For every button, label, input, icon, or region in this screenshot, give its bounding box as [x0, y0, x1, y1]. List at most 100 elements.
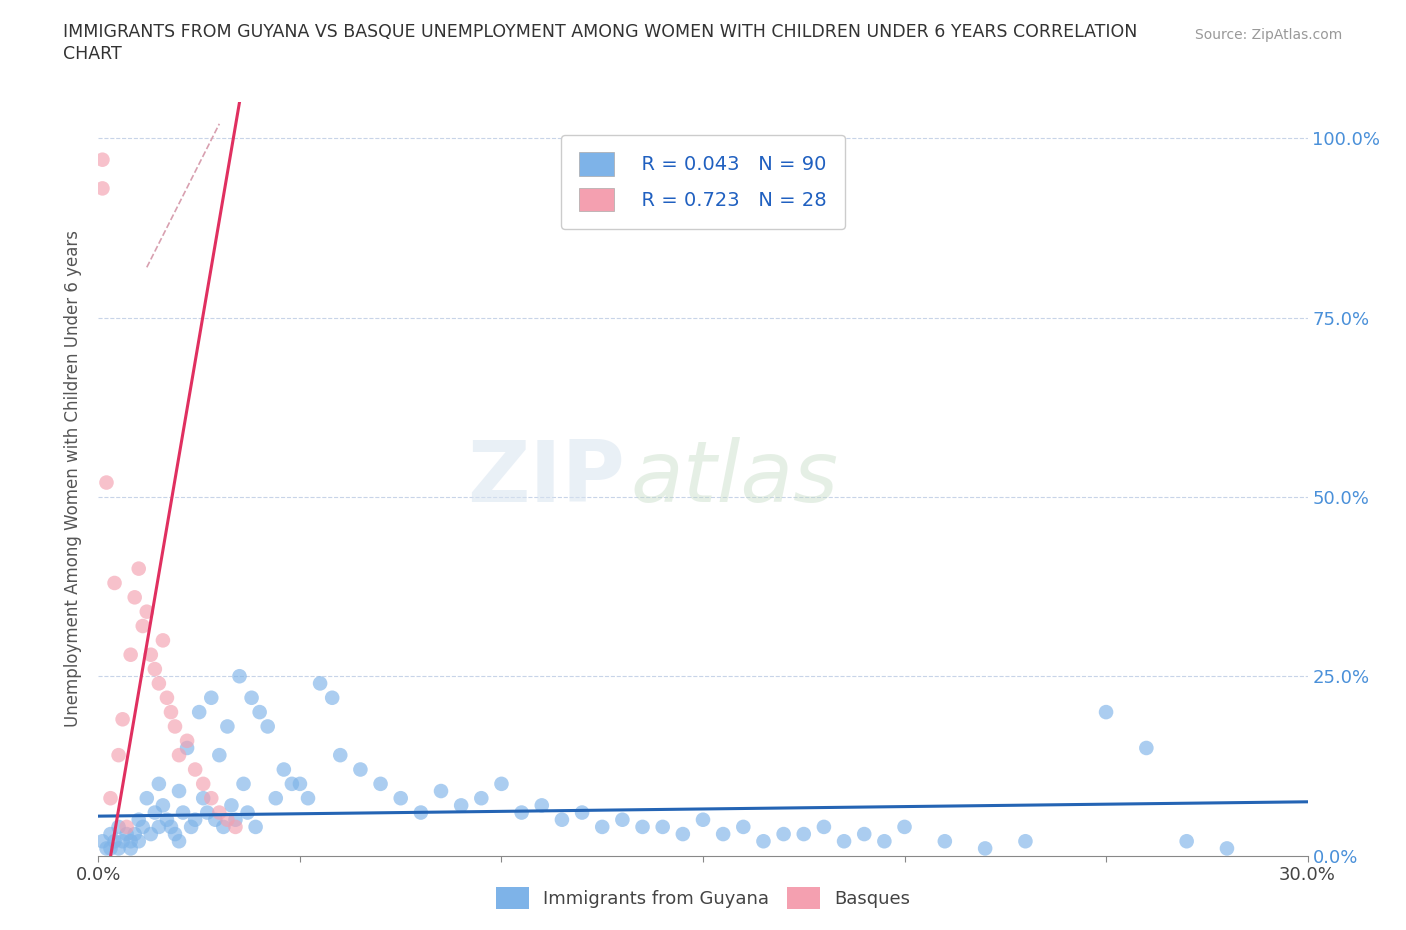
Point	[148, 819, 170, 834]
Point	[120, 647, 142, 662]
Point	[139, 647, 162, 662]
Point	[430, 784, 453, 799]
Point	[631, 819, 654, 834]
Point	[160, 819, 183, 834]
Point	[208, 748, 231, 763]
Point	[111, 711, 134, 726]
Point	[873, 834, 896, 849]
Point	[264, 790, 287, 805]
Point	[1014, 834, 1036, 849]
Point	[853, 827, 876, 842]
Point	[349, 762, 371, 777]
Point	[156, 812, 179, 827]
Point	[297, 790, 319, 805]
Point	[167, 784, 190, 799]
Point	[470, 790, 492, 805]
Point	[143, 661, 166, 676]
Text: Source: ZipAtlas.com: Source: ZipAtlas.com	[1195, 28, 1343, 42]
Text: CHART: CHART	[63, 45, 122, 62]
Point	[120, 841, 142, 856]
Point	[135, 604, 157, 619]
Point	[530, 798, 553, 813]
Point	[115, 819, 138, 834]
Point	[111, 834, 134, 849]
Point	[107, 841, 129, 856]
Point	[208, 805, 231, 820]
Point	[100, 827, 122, 842]
Point	[193, 790, 215, 805]
Point	[813, 819, 835, 834]
Point	[176, 740, 198, 755]
Point	[1216, 841, 1239, 856]
Point	[193, 777, 215, 791]
Point	[221, 798, 243, 813]
Point	[224, 819, 246, 834]
Legend:   R = 0.043   N = 90,   R = 0.723   N = 28: R = 0.043 N = 90, R = 0.723 N = 28	[561, 135, 845, 229]
Point	[551, 812, 574, 827]
Point	[91, 834, 114, 849]
Point	[232, 777, 254, 791]
Point	[1095, 705, 1118, 720]
Point	[124, 827, 146, 842]
Point	[152, 633, 174, 648]
Point	[132, 819, 155, 834]
Point	[1175, 834, 1198, 849]
Point	[176, 734, 198, 749]
Legend: Immigrants from Guyana, Basques: Immigrants from Guyana, Basques	[489, 880, 917, 916]
Point	[1135, 740, 1157, 755]
Point	[91, 153, 114, 167]
Point	[321, 690, 343, 705]
Point	[184, 812, 207, 827]
Point	[91, 181, 114, 196]
Point	[103, 576, 125, 591]
Point	[612, 812, 634, 827]
Point	[132, 618, 155, 633]
Text: IMMIGRANTS FROM GUYANA VS BASQUE UNEMPLOYMENT AMONG WOMEN WITH CHILDREN UNDER 6 : IMMIGRANTS FROM GUYANA VS BASQUE UNEMPLO…	[63, 23, 1137, 41]
Point	[152, 798, 174, 813]
Point	[180, 819, 202, 834]
Point	[974, 841, 997, 856]
Point	[100, 790, 122, 805]
Point	[692, 812, 714, 827]
Point	[832, 834, 855, 849]
Point	[128, 812, 150, 827]
Point	[188, 705, 211, 720]
Point	[510, 805, 533, 820]
Point	[893, 819, 915, 834]
Point	[195, 805, 218, 820]
Point	[491, 777, 513, 791]
Point	[772, 827, 794, 842]
Point	[204, 812, 226, 827]
Point	[163, 827, 186, 842]
Point	[143, 805, 166, 820]
Point	[115, 827, 138, 842]
Text: atlas: atlas	[630, 437, 838, 521]
Point	[217, 719, 239, 734]
Point	[793, 827, 815, 842]
Point	[139, 827, 162, 842]
Point	[172, 805, 194, 820]
Point	[163, 719, 186, 734]
Point	[409, 805, 432, 820]
Point	[256, 719, 278, 734]
Point	[450, 798, 472, 813]
Point	[236, 805, 259, 820]
Point	[309, 676, 332, 691]
Point	[200, 790, 222, 805]
Point	[167, 748, 190, 763]
Point	[212, 819, 235, 834]
Text: ZIP: ZIP	[467, 437, 624, 521]
Point	[128, 561, 150, 576]
Point	[135, 790, 157, 805]
Point	[107, 819, 129, 834]
Point	[591, 819, 613, 834]
Point	[240, 690, 263, 705]
Point	[711, 827, 734, 842]
Point	[273, 762, 295, 777]
Point	[96, 475, 118, 490]
Point	[160, 705, 183, 720]
Point	[672, 827, 695, 842]
Point	[651, 819, 673, 834]
Point	[200, 690, 222, 705]
Y-axis label: Unemployment Among Women with Children Under 6 years: Unemployment Among Women with Children U…	[65, 231, 83, 727]
